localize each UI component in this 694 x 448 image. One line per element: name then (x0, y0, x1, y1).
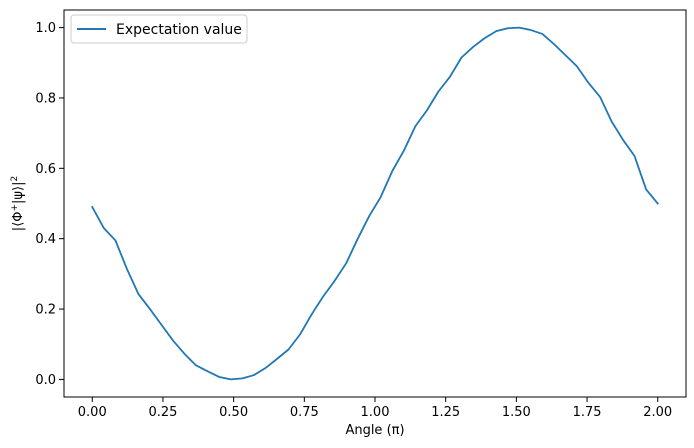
legend-label: Expectation value (116, 22, 242, 38)
x-tick-label: 1.75 (573, 405, 602, 420)
x-axis-label: Angle (π) (345, 423, 404, 438)
x-tick-label: 0.00 (78, 405, 107, 420)
x-tick-label: 2.00 (643, 405, 672, 420)
y-tick-label: 0.6 (35, 162, 56, 177)
x-tick-label: 0.50 (219, 405, 248, 420)
series-layer (91, 26, 659, 381)
y-tick-label: 1.0 (35, 21, 56, 36)
y-axis-label-sup: + (10, 204, 20, 212)
x-tick-label: 0.75 (290, 405, 319, 420)
y-tick-label: 0.8 (35, 91, 56, 106)
legend: Expectation value (70, 14, 248, 44)
y-tick-label: 0.2 (35, 303, 56, 318)
y-tick-label: 0.4 (35, 232, 56, 247)
x-tick-label: 1.00 (361, 405, 390, 420)
y-axis-ticks: 0.0 0.2 0.4 0.6 0.8 1.0 (35, 21, 64, 388)
y-tick-label: 0.0 (35, 373, 56, 388)
series-line (91, 26, 659, 381)
x-tick-label: 1.50 (502, 405, 531, 420)
y-axis-label-part: |⟨Φ (11, 212, 26, 232)
y-axis-label-part: |ψ⟩| (11, 182, 26, 204)
x-tick-label: 1.25 (431, 405, 460, 420)
y-axis-label: |⟨Φ+|ψ⟩|2 (10, 176, 26, 231)
plot-frame (63, 9, 687, 398)
plot-area (64, 10, 686, 397)
x-axis-ticks: 0.00 0.25 0.50 0.75 1.00 1.25 1.50 1.75 2.00 (78, 397, 672, 420)
y-axis-label-sup: 2 (10, 176, 20, 182)
x-tick-label: 0.25 (148, 405, 177, 420)
legend-box (70, 14, 248, 44)
